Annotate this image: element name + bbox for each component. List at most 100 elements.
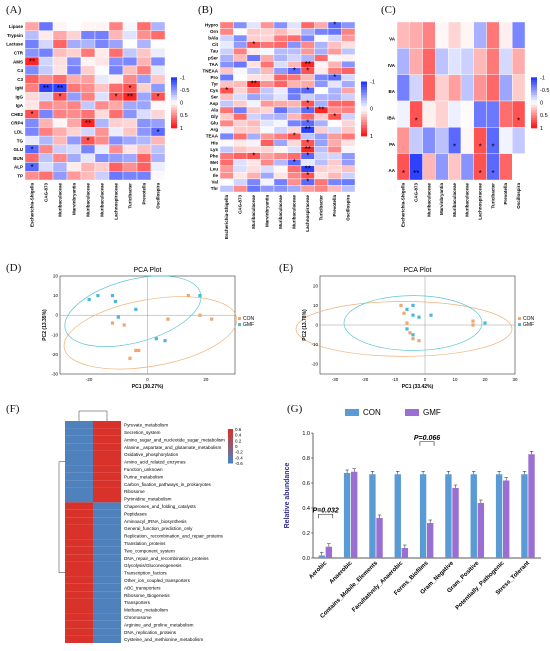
heatmap-cell-con (65, 635, 93, 643)
heatmap-cell-gmf (93, 576, 121, 584)
panel-c: (C) VA IVA BA IBA * * PA * * * AA * ** * * Escherichia-… (375, 0, 550, 258)
heatmap-cell (94, 74, 110, 84)
legend-gmf-label: GMF (523, 322, 534, 328)
significance-marker: * (128, 84, 131, 93)
colorbar-segment (171, 100, 177, 104)
heatmap-cell (260, 54, 275, 62)
heatmap-cell-con (65, 613, 93, 621)
heatmap-cell (24, 135, 40, 146)
legend-con-swatch (518, 317, 521, 321)
heatmap-cell (287, 139, 302, 147)
heatmap-cell (314, 146, 329, 153)
heatmap-cell (219, 34, 234, 42)
heatmap-cell (136, 109, 152, 119)
function-label: Pyrimidine_metabolism (124, 497, 172, 502)
heatmap-cell (260, 152, 275, 160)
heatmap-cell (327, 132, 342, 140)
panel-f: (F) Pyruvate_metabolism Secretion_system A… (0, 393, 275, 651)
heatmap-cell (233, 178, 248, 186)
row-label: Trypsin (7, 33, 23, 38)
heatmap-cell (94, 56, 110, 67)
heatmap-cell (233, 34, 248, 42)
heatmap-cell (260, 93, 275, 101)
heatmap-cell (233, 106, 248, 114)
colorbar-segment (531, 97, 537, 101)
heatmap-cell (219, 106, 234, 114)
heatmap-cell (24, 127, 40, 137)
heatmap-cell (219, 113, 234, 121)
heatmap-cell (52, 56, 68, 67)
significance-marker: * (252, 151, 255, 160)
heatmap-cell (219, 67, 234, 75)
heatmap-cell (435, 100, 449, 128)
heatmap-cell (287, 100, 302, 108)
gmf-ellipse (343, 295, 483, 351)
heatmap-cell (52, 118, 68, 128)
heatmap-cell (108, 30, 124, 40)
colorbar-segment (361, 111, 367, 115)
row-label: Tau (210, 49, 218, 54)
colorbar-tick: 1 (180, 126, 183, 132)
heatmap-cell (94, 65, 110, 75)
heatmap-cell-gmf (93, 480, 121, 488)
category-label: Potentially_Pathogenic (455, 560, 506, 611)
heatmap-cell-con (65, 583, 93, 592)
heatmap-cell (422, 74, 436, 102)
heatmap-cell-con (65, 546, 93, 555)
heatmap-cell (273, 119, 288, 127)
heatmap-cell (233, 87, 248, 95)
heatmap-cell-con (65, 524, 93, 532)
colorbar-tick: -0.4 (235, 455, 243, 460)
heatmap-cell (150, 171, 166, 181)
p-value-annotation: P=0.032 (313, 507, 339, 514)
function-label: Alanine,_aspartate_and_glutamate_metabol… (124, 445, 221, 450)
heatmap-cell (341, 74, 356, 82)
heatmap-cell (24, 48, 40, 58)
heatmap-cell (80, 109, 96, 119)
heatmap-cell (300, 185, 315, 193)
heatmap-cell-gmf (93, 628, 121, 636)
colorbar-tick: 1 (370, 134, 373, 140)
colorbar-segment (531, 84, 537, 88)
heatmap-cell (273, 67, 288, 75)
heatmap-cell (246, 61, 261, 68)
significance-marker: * (30, 110, 33, 119)
heatmap-cell (341, 185, 356, 193)
row-label: Phe (210, 153, 219, 158)
bar-con (369, 474, 376, 558)
heatmap-cell (314, 87, 329, 95)
heatmap-cell (422, 100, 436, 128)
colorbar-tick: 0.5 (540, 113, 548, 119)
significance-marker: * (114, 93, 117, 102)
column-label: Muribaculaceae (465, 183, 470, 217)
heatmap-cell (273, 100, 288, 108)
colorbar-segment (361, 84, 367, 88)
colorbar-segment (531, 100, 537, 104)
column-label: Muribaculaceae (85, 183, 90, 217)
colorbar-tick: 0.5 (180, 113, 188, 119)
row-label: GLU (14, 147, 24, 152)
heatmap-cell (447, 21, 462, 49)
heatmap-cell (287, 146, 302, 153)
heatmap-cell (327, 87, 342, 95)
heatmap-cell (150, 118, 166, 128)
heatmap-cell (80, 21, 96, 31)
function-label: Replication,_recombination_and_repair_pr… (124, 534, 224, 539)
heatmap-cell (233, 80, 248, 88)
bar-con (394, 474, 401, 558)
heatmap-cell (233, 146, 248, 153)
heatmap-cell-gmf (93, 458, 121, 466)
heatmap-cell (435, 127, 449, 154)
column-label: Oscillospira (516, 183, 521, 209)
con-ellipse (295, 301, 513, 357)
y-tick: 0.8 (302, 456, 310, 462)
heatmap-cell (246, 178, 261, 186)
heatmap-cell (233, 67, 248, 75)
colorbar-segment (361, 133, 367, 137)
significance-marker: ** (251, 79, 257, 88)
heatmap-cell (273, 165, 288, 173)
heatmap-cell (287, 41, 302, 49)
heatmap-cell (246, 165, 261, 173)
row-label: C4 (17, 68, 23, 73)
heatmap-cell (273, 47, 288, 55)
